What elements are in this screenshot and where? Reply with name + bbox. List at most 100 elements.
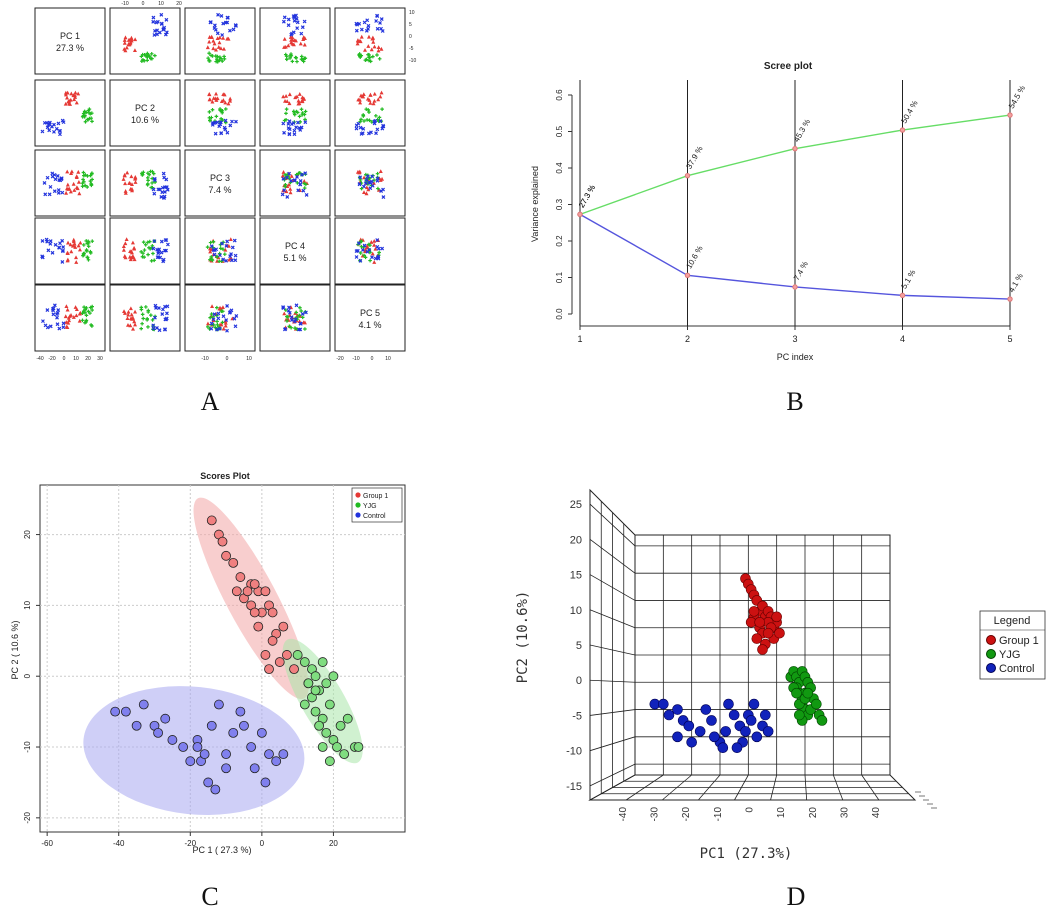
pairs-point-group1 [121, 244, 126, 249]
scores-point-yjg [314, 720, 325, 731]
pairs-bottom-tick: 20 [85, 356, 91, 362]
pairs-point-group1 [207, 91, 212, 96]
scree-xtick-label: 3 [792, 334, 797, 344]
scores-ytick-label: 10 [23, 600, 32, 609]
pairs-point-group1 [223, 247, 228, 252]
pairs-point-control [43, 192, 48, 197]
pairs-point-group1 [355, 38, 360, 42]
pairs-cell [109, 149, 181, 217]
pairs-point-group1 [291, 42, 296, 47]
pairs-point-group1 [65, 182, 70, 187]
pairs-point-group1 [76, 179, 81, 184]
pairs-point-control [217, 326, 222, 331]
pairs-point-yjg [362, 253, 366, 258]
pairs-point-yjg [298, 305, 302, 310]
pairs-point-group1 [65, 169, 70, 174]
scores-point-group1 [260, 650, 271, 660]
pairs-point-control [361, 184, 366, 189]
pairs-point-yjg [215, 305, 219, 310]
pairs-point-yjg [146, 252, 150, 257]
scores-point-group1 [228, 557, 239, 568]
pairs-point-group1 [369, 47, 374, 52]
pairs-point-yjg [362, 119, 366, 123]
pairs-point-yjg [81, 170, 86, 175]
pairs-point-control [212, 312, 217, 317]
pairs-point-control [234, 119, 238, 124]
pairs-point-control [286, 17, 291, 22]
pairs-point-control [228, 254, 233, 259]
pairs-point-control [208, 20, 213, 25]
pairs-point-yjg [141, 170, 146, 175]
pairs-point-group1 [299, 99, 304, 103]
pairs-point-yjg [144, 305, 148, 309]
pairs-point-control [58, 178, 63, 183]
pairs-point-group1 [77, 318, 82, 323]
pairs-point-group1 [379, 46, 384, 51]
pairs-point-yjg [86, 117, 90, 122]
scores-point-control [131, 720, 142, 731]
pairs-point-control [295, 174, 299, 179]
pairs-point-control [303, 171, 308, 176]
d-point-yjg [811, 698, 822, 710]
pairs-point-yjg [146, 182, 150, 186]
pairs-point-yjg [299, 107, 304, 112]
scores-point-yjg [332, 742, 342, 752]
d-point-control [731, 742, 743, 754]
pairs-point-yjg [359, 117, 363, 122]
scree-point-cumulative [899, 127, 906, 133]
panel-b-scree-plot: Scree plot PC index Variance explained 0… [530, 61, 1027, 362]
pairs-point-yjg [83, 119, 88, 124]
pairs-point-group1 [67, 318, 72, 323]
pairs-point-yjg [87, 107, 92, 111]
pairs-point-group1 [126, 42, 131, 47]
pairs-point-group1 [376, 238, 381, 242]
pairs-point-control [61, 245, 66, 249]
pairs-point-yjg [285, 319, 289, 323]
pairs-point-group1 [282, 311, 287, 316]
pairs-point-yjg [218, 246, 223, 251]
pairs-point-control [368, 180, 373, 185]
pairs-point-control [157, 328, 162, 333]
pairs-point-control [375, 127, 380, 132]
pairs-point-yjg [139, 54, 144, 59]
scores-xtick-label: -20 [185, 839, 197, 848]
pairs-point-control [164, 17, 169, 22]
pairs-point-yjg [81, 253, 86, 257]
pairs-point-group1 [64, 190, 69, 195]
pairs-point-group1 [378, 94, 383, 99]
pairs-point-control [151, 326, 156, 331]
pairs-point-control [375, 178, 380, 183]
pairs-point-control [161, 26, 166, 31]
pairs-point-control [287, 310, 292, 315]
pairs-point-group1 [131, 326, 136, 331]
pairs-point-yjg [145, 176, 150, 180]
pairs-point-group1 [133, 37, 138, 42]
scree-xlabel: PC index [777, 352, 814, 362]
pairs-point-yjg [149, 313, 153, 317]
pairs-point-yjg [301, 59, 306, 64]
pairs-point-group1 [207, 97, 212, 102]
pairs-point-group1 [77, 311, 82, 316]
scree-xtick-label: 1 [577, 334, 582, 344]
scores-point-control [264, 749, 274, 760]
pairs-point-control [287, 305, 291, 310]
pairs-point-yjg [368, 243, 372, 247]
pairs-point-control [220, 33, 225, 37]
d-legend-label: Group 1 [999, 635, 1039, 647]
pairs-point-control [296, 327, 301, 332]
scores-point-yjg [335, 720, 346, 731]
pairs-point-group1 [372, 238, 377, 243]
panel-label-d: D [787, 882, 806, 911]
pairs-point-group1 [363, 249, 368, 253]
scores-point-yjg [353, 742, 364, 752]
pairs-point-group1 [376, 48, 381, 53]
pairs-bottom-tick: 0 [371, 356, 374, 362]
pairs-point-control [45, 325, 50, 330]
pairs-point-group1 [362, 190, 367, 195]
d-point-control [745, 715, 757, 726]
pairs-point-yjg [284, 54, 289, 59]
pairs-point-yjg [85, 255, 90, 259]
scores-point-control [246, 742, 257, 752]
pairs-point-yjg [293, 326, 297, 330]
pairs-point-control [209, 321, 214, 326]
